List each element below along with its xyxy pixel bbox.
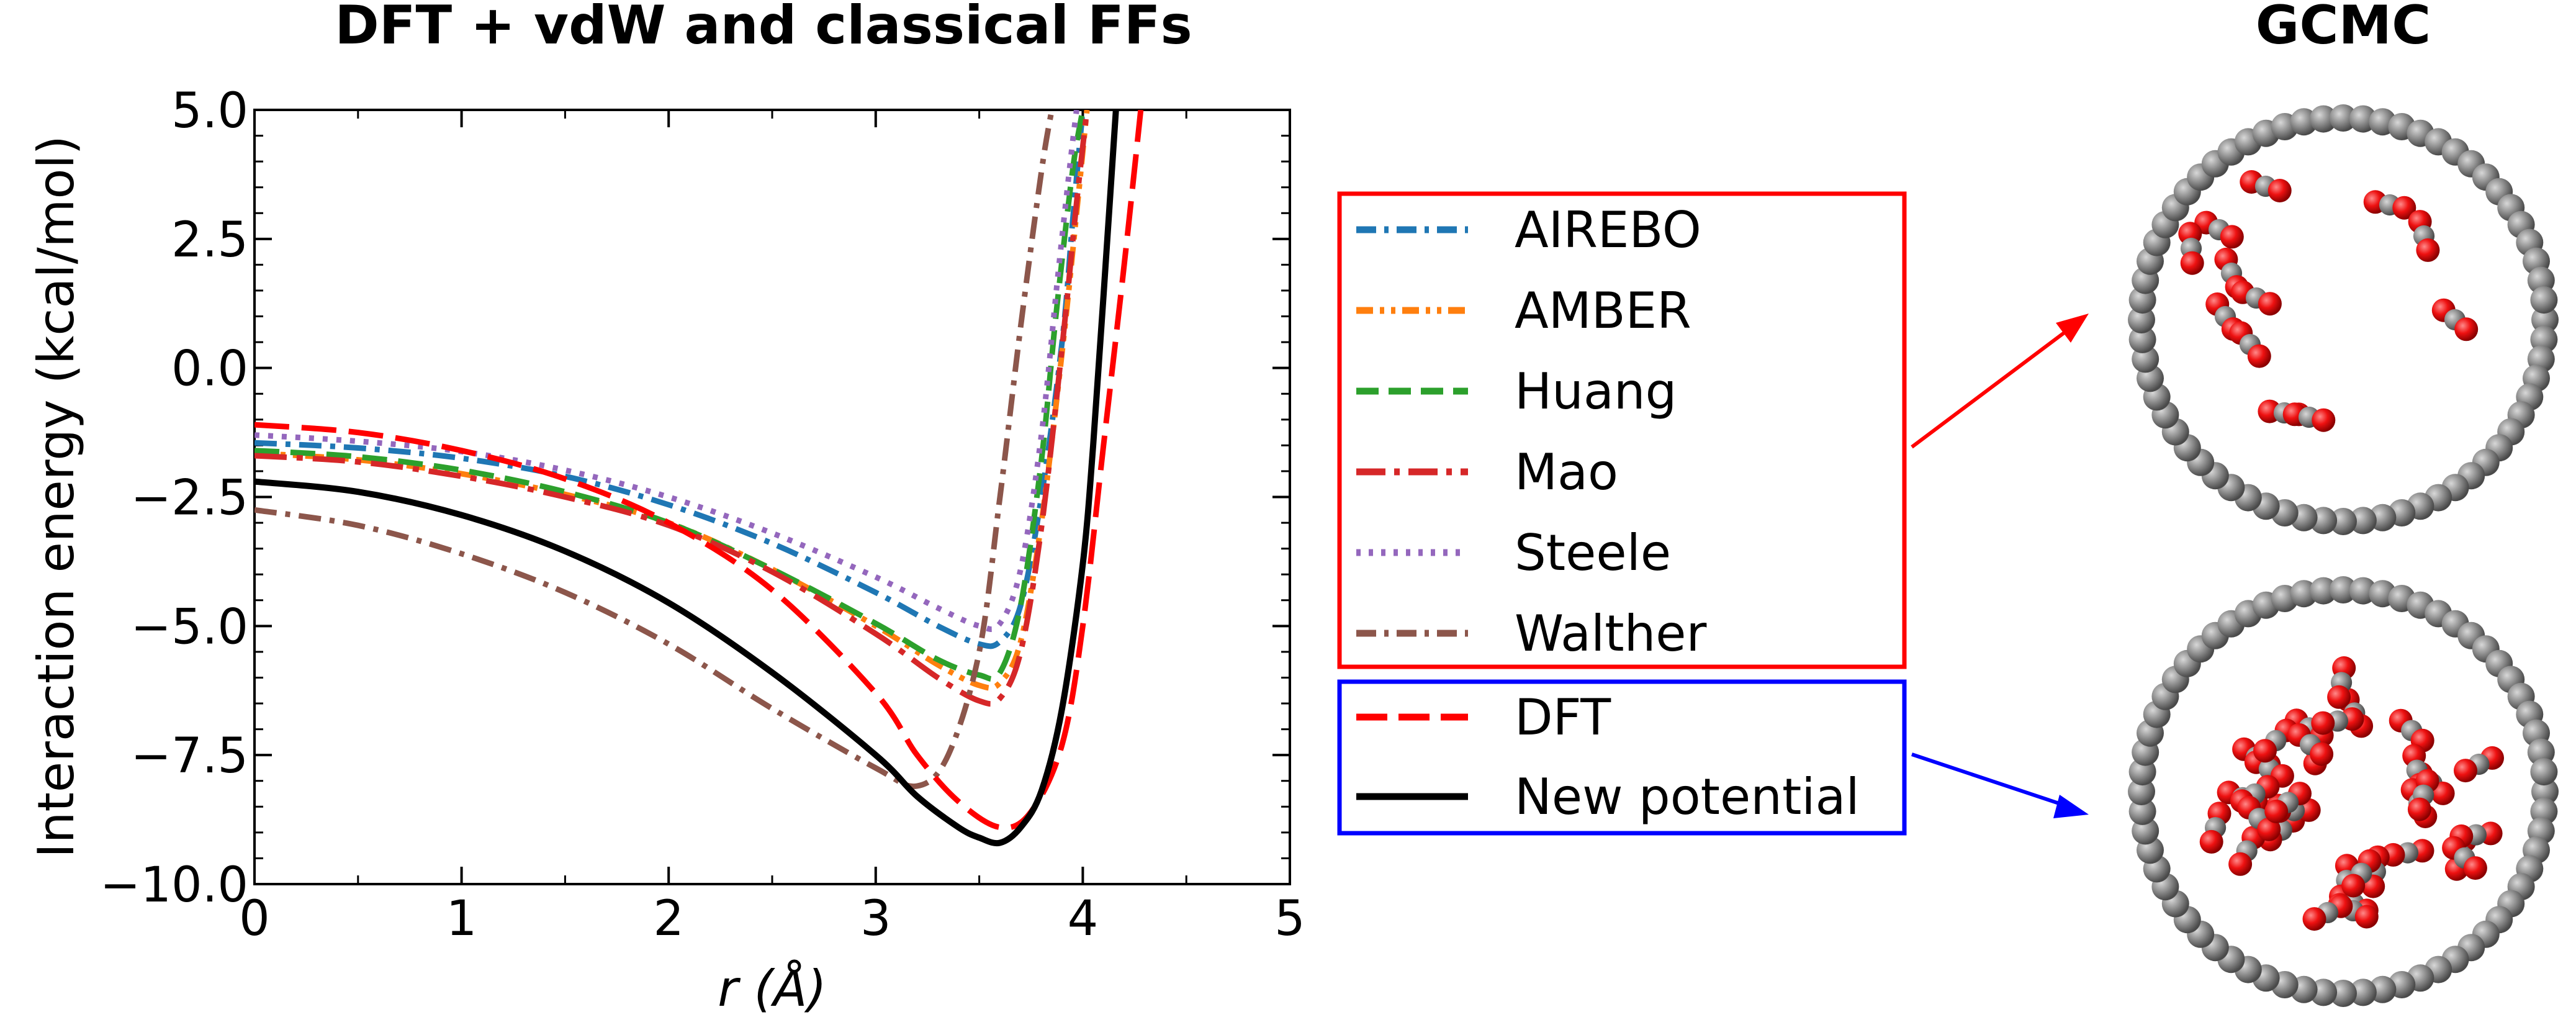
series-line-walther bbox=[254, 110, 1055, 790]
carbon-atom bbox=[2310, 105, 2338, 133]
x-tick-label: 3 bbox=[860, 891, 891, 947]
oxygen-atom bbox=[2180, 251, 2204, 275]
carbon-atom bbox=[2530, 758, 2558, 786]
oxygen-atom bbox=[2327, 685, 2351, 709]
arrow-blue bbox=[1911, 752, 2071, 809]
legend-label: Steele bbox=[1515, 524, 1671, 582]
series-line-new-potential bbox=[254, 110, 1119, 847]
series-line-dft bbox=[254, 110, 1144, 831]
arrow-red bbox=[1911, 324, 2074, 449]
legend-label: Walther bbox=[1515, 605, 1707, 662]
oxygen-atom bbox=[2253, 739, 2277, 763]
legend-label: Mao bbox=[1515, 443, 1618, 501]
oxygen-atom bbox=[2228, 852, 2253, 876]
carbon-atom bbox=[2128, 306, 2155, 333]
carbon-atom bbox=[2310, 577, 2338, 605]
oxygen-atom bbox=[2310, 742, 2334, 766]
x-tick-label: 5 bbox=[1274, 891, 1305, 947]
series-line-huang bbox=[254, 110, 1086, 682]
oxygen-atom bbox=[2311, 711, 2335, 735]
y-tick-label: 2.5 bbox=[171, 212, 248, 268]
legend-box-ff bbox=[1337, 191, 1907, 669]
arrowhead-red bbox=[2056, 314, 2089, 343]
data-series bbox=[254, 110, 1144, 847]
axis-ticks: 0 1 2 3 4 5 5.0 2.5 0.0 −2.5 −5.0 −7.5 −10.0 bbox=[100, 83, 1305, 947]
x-axis-label: r (Å) bbox=[718, 959, 826, 1018]
carbon-atom bbox=[2330, 576, 2357, 603]
oxygen-atom bbox=[2264, 799, 2289, 823]
x-tick-label: 1 bbox=[446, 891, 477, 947]
oxygen-atom bbox=[2220, 225, 2244, 249]
series-line-steele bbox=[254, 110, 1079, 633]
carbon-atom bbox=[2330, 104, 2357, 132]
oxygen-atom bbox=[2302, 907, 2326, 931]
carbon-atom bbox=[2128, 797, 2156, 825]
carbon-atom bbox=[2330, 980, 2357, 1007]
right-title: GCMC bbox=[2256, 0, 2431, 56]
left-title: DFT + vdW and classical FFs bbox=[335, 0, 1192, 56]
gcmc-snapshot-dft bbox=[2128, 576, 2559, 1007]
x-tick-label: 0 bbox=[239, 891, 270, 947]
oxygen-atom bbox=[2454, 759, 2477, 783]
oxygen-atom bbox=[2416, 238, 2440, 262]
oxygen-atom bbox=[2268, 179, 2292, 202]
oxygen-atom bbox=[2199, 829, 2223, 854]
y-tick-label: −7.5 bbox=[131, 728, 248, 784]
carbon-atom bbox=[2531, 778, 2559, 805]
oxygen-atom bbox=[2354, 905, 2379, 929]
series-line-airebo bbox=[254, 110, 1086, 649]
y-tick-label: −10.0 bbox=[100, 857, 248, 913]
y-tick-label: −5.0 bbox=[131, 599, 248, 655]
legend-box-dft bbox=[1337, 679, 1907, 836]
legend-label: Huang bbox=[1515, 363, 1677, 420]
legend-label: DFT bbox=[1515, 689, 1611, 746]
oxygen-atom bbox=[2454, 317, 2479, 341]
carbon-atom bbox=[2531, 306, 2559, 333]
x-tick-label: 4 bbox=[1068, 891, 1099, 947]
carbon-atom bbox=[2128, 325, 2156, 353]
oxygen-atom bbox=[2247, 344, 2271, 368]
oxygen-atom bbox=[2341, 874, 2366, 898]
legend-label: AMBER bbox=[1515, 282, 1691, 340]
oxygen-atom bbox=[2258, 292, 2282, 316]
oxygen-atom bbox=[2257, 817, 2281, 841]
carbon-atom bbox=[2128, 778, 2155, 805]
carbon-atom bbox=[2530, 286, 2558, 314]
y-tick-label: 5.0 bbox=[171, 83, 248, 139]
y-axis-label: Interaction energy (kcal/mol) bbox=[27, 135, 85, 858]
gcmc-snapshot-ff bbox=[2128, 104, 2559, 535]
legend: AIREBO AMBER Huang Mao Steele Walther DFT New p… bbox=[1356, 201, 1860, 826]
y-tick-label: 0.0 bbox=[171, 341, 248, 397]
y-tick-label: −2.5 bbox=[131, 471, 248, 526]
carbon-atom bbox=[2330, 508, 2357, 535]
oxygen-atom bbox=[2392, 196, 2416, 220]
x-tick-label: 2 bbox=[653, 891, 684, 947]
carbon-atom bbox=[2349, 507, 2377, 535]
legend-label: New potential bbox=[1515, 768, 1860, 826]
arrowhead-blue bbox=[2053, 795, 2089, 818]
series-line-mao bbox=[254, 110, 1090, 707]
oxygen-atom bbox=[2407, 797, 2431, 821]
oxygen-atom bbox=[2463, 856, 2487, 880]
plot-frame bbox=[253, 109, 1291, 885]
legend-label: AIREBO bbox=[1515, 201, 1701, 259]
carbon-atom bbox=[2349, 978, 2377, 1006]
oxygen-atom bbox=[2312, 408, 2336, 432]
